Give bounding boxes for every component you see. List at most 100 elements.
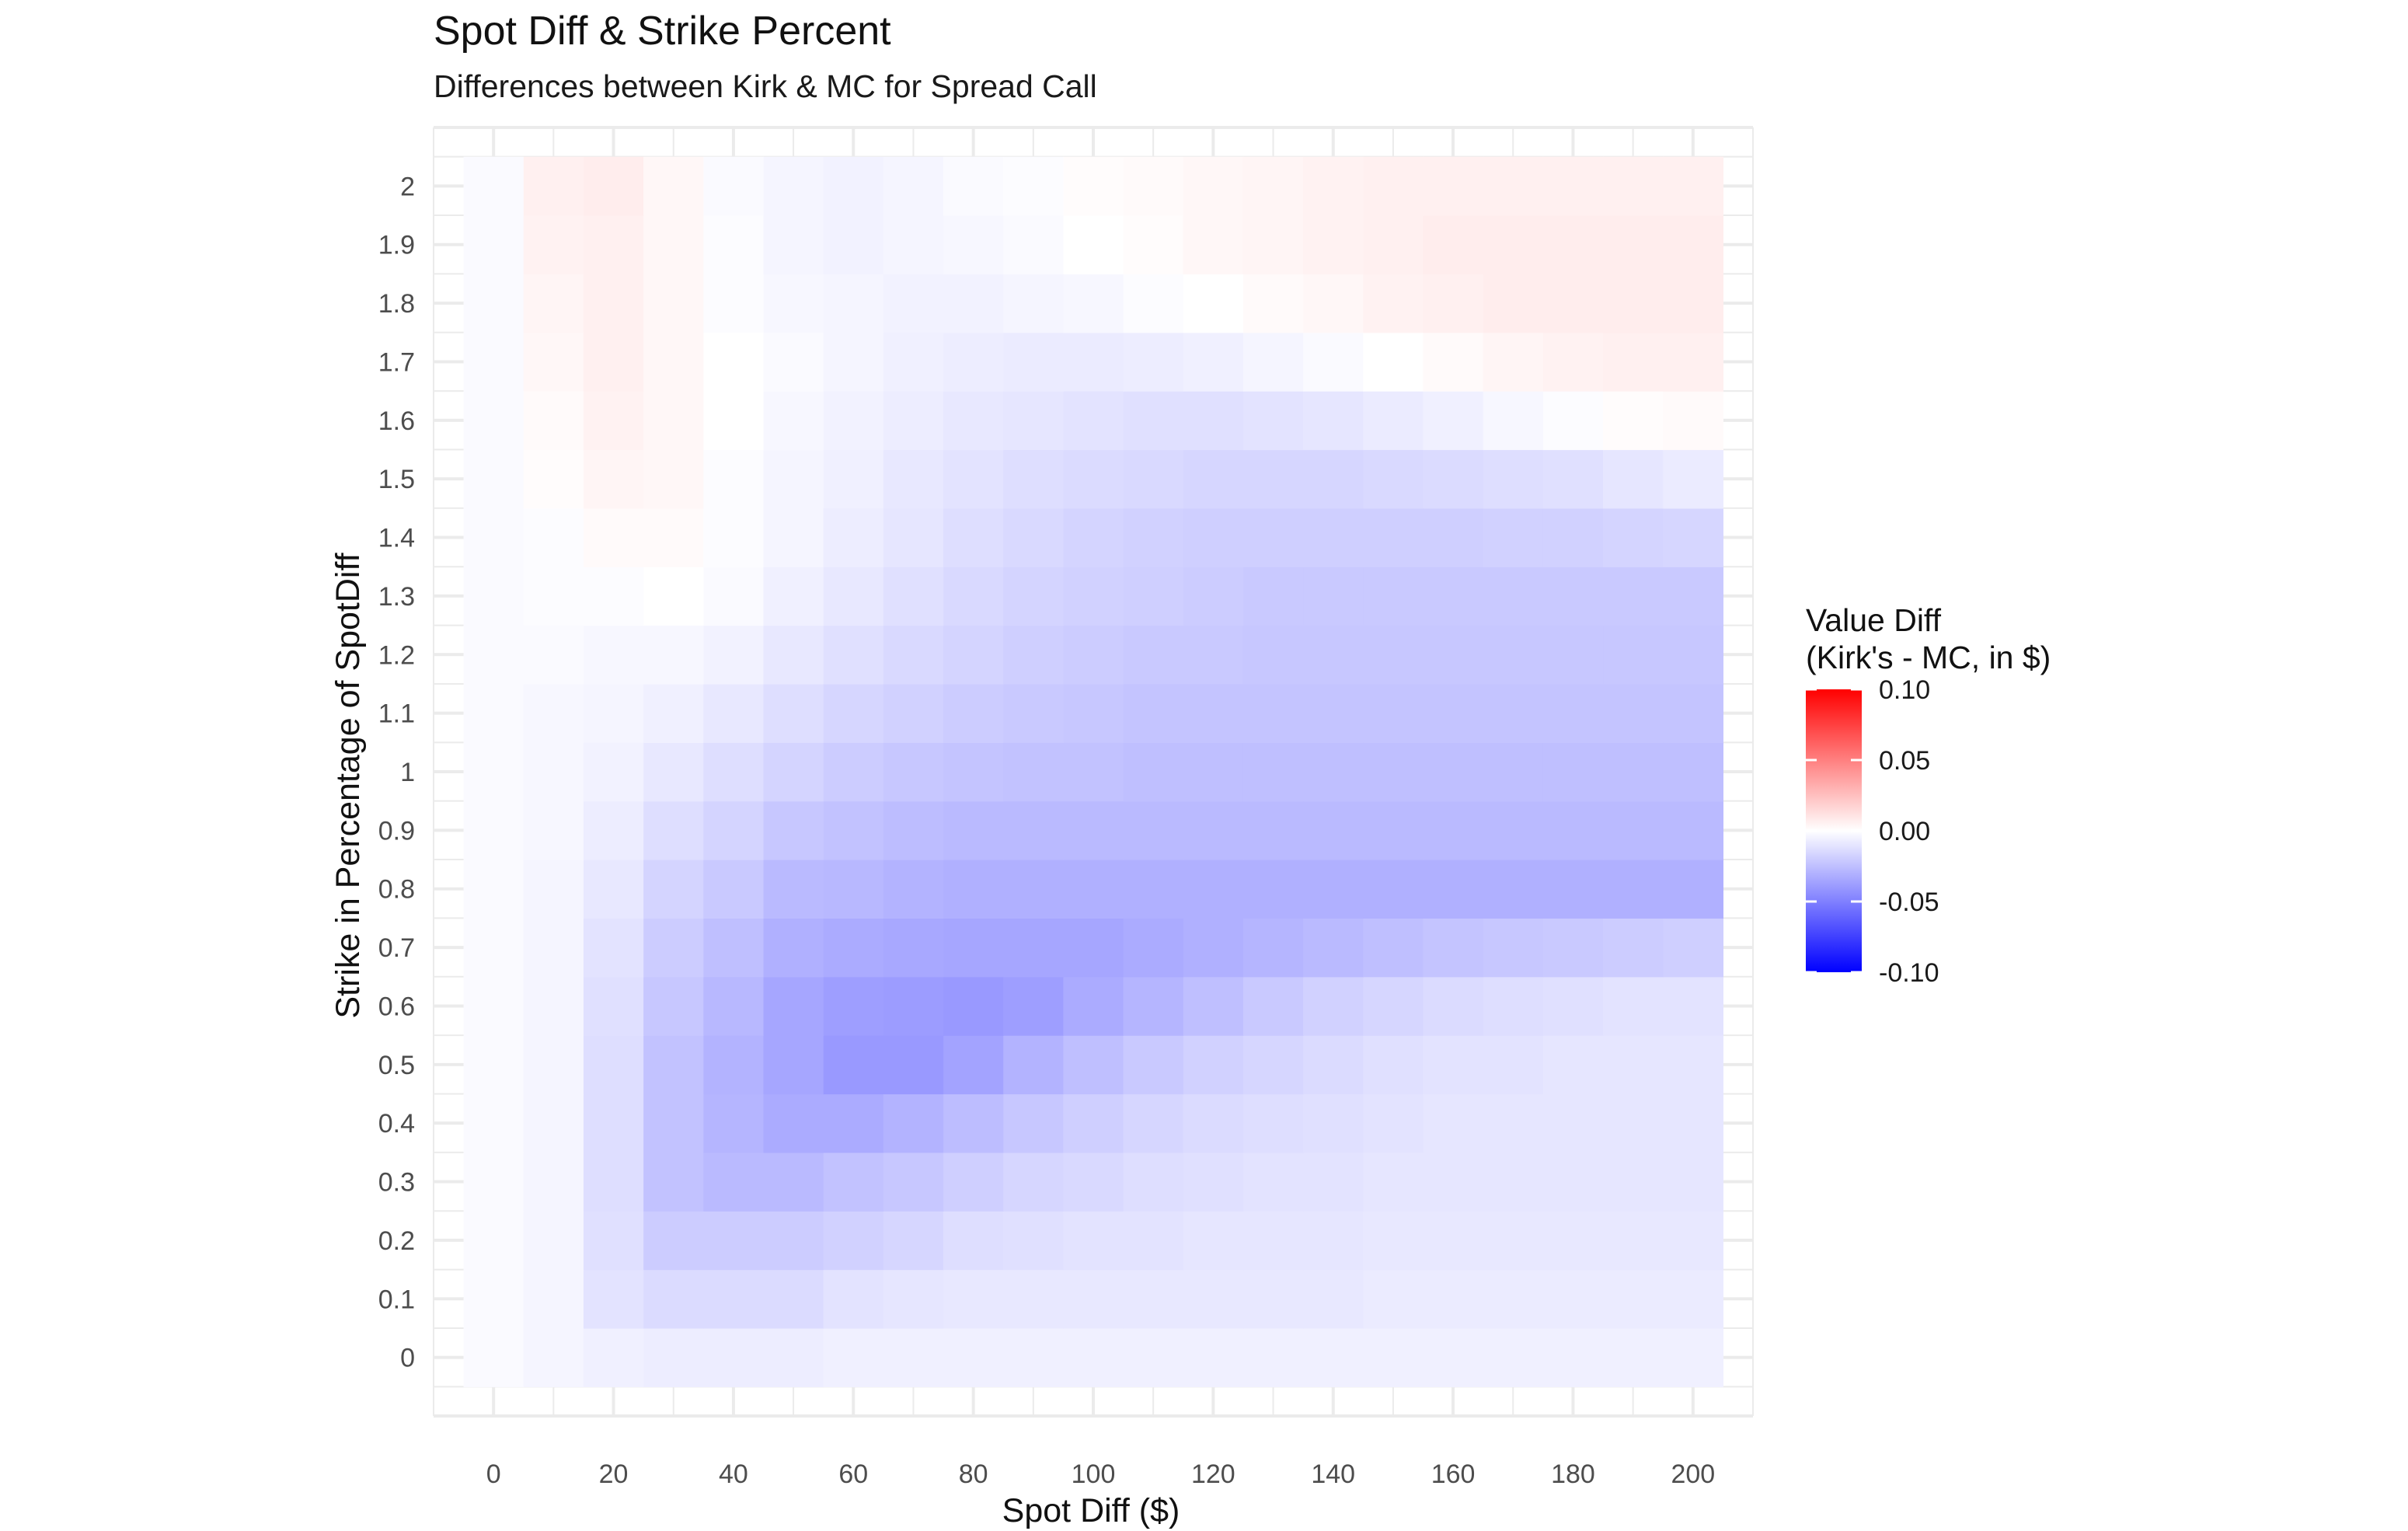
heatmap-cell [1063, 918, 1124, 978]
heatmap-cell [1483, 800, 1544, 860]
heatmap-cell [1123, 1152, 1184, 1212]
heatmap-cell [763, 1152, 824, 1212]
heatmap-cell [1483, 742, 1544, 802]
y-tick-label: 0.8 [378, 875, 415, 905]
heatmap-cell [643, 860, 704, 919]
heatmap-cell [1003, 683, 1065, 743]
heatmap-cell [523, 156, 584, 216]
heatmap-cell [943, 1327, 1004, 1387]
y-tick-label: 1.3 [378, 582, 415, 612]
heatmap-cell [1663, 800, 1724, 860]
heatmap-cell [703, 215, 765, 275]
heatmap-cell [1603, 860, 1664, 919]
heatmap-cell [703, 449, 765, 509]
heatmap-cell [1003, 918, 1065, 978]
heatmap-cell [463, 1152, 524, 1212]
heatmap-cell [1663, 449, 1724, 509]
heatmap-cell [1603, 449, 1664, 509]
heatmap-cell [523, 800, 584, 860]
heatmap-cell [1542, 391, 1604, 451]
heatmap-cell [703, 1269, 765, 1329]
heatmap-cell [1663, 215, 1724, 275]
heatmap-cell [1363, 391, 1424, 451]
heatmap-cell [823, 1093, 884, 1153]
heatmap-cell [823, 800, 884, 860]
heatmap-cell [523, 391, 584, 451]
heatmap-cell [1183, 742, 1244, 802]
heatmap-cell [1003, 1327, 1065, 1387]
heatmap-cell [1123, 1327, 1184, 1387]
y-tick-label: 0.1 [378, 1285, 415, 1314]
heatmap-cell [1483, 156, 1544, 216]
heatmap-cell [1242, 215, 1304, 275]
y-tick-label: 1.9 [378, 231, 415, 260]
heatmap-cell [1363, 1152, 1424, 1212]
legend-tick-label: -0.10 [1879, 958, 1939, 988]
chart-subtitle: Differences between Kirk & MC for Spread… [434, 68, 1097, 104]
heatmap-cell [1423, 860, 1484, 919]
heatmap-cell [1603, 1327, 1664, 1387]
heatmap-cell [1603, 567, 1664, 626]
heatmap-cell [463, 1327, 524, 1387]
heatmap-cell [523, 918, 584, 978]
heatmap-cell [763, 918, 824, 978]
heatmap-cell [583, 449, 644, 509]
heatmap-cell [1483, 391, 1544, 451]
y-tick-label: 0.3 [378, 1168, 415, 1198]
heatmap-cell [1242, 625, 1304, 685]
y-tick-label: 1.2 [378, 640, 415, 670]
heatmap-cell [1483, 625, 1544, 685]
heatmap-cell [943, 742, 1004, 802]
x-tick-label: 60 [838, 1460, 868, 1489]
heatmap-cell [1542, 156, 1604, 216]
heatmap-cell [703, 156, 765, 216]
heatmap-cell [583, 156, 644, 216]
heatmap-cell [1003, 215, 1065, 275]
heatmap-cell [463, 683, 524, 743]
heatmap-cell [1363, 567, 1424, 626]
heatmap-cell [1423, 1093, 1484, 1153]
heatmap-cell [463, 800, 524, 860]
heatmap-cell [1603, 274, 1664, 333]
heatmap-cell [823, 332, 884, 392]
heatmap-cell [643, 1035, 704, 1095]
heatmap-cell [463, 1093, 524, 1153]
heatmap-cell [1603, 156, 1664, 216]
heatmap-cell [1663, 507, 1724, 567]
heatmap-cell [1063, 800, 1124, 860]
heatmap-cell [1542, 1152, 1604, 1212]
heatmap-cell [883, 567, 944, 626]
heatmap-cell [703, 976, 765, 1036]
heatmap-cell [1303, 860, 1364, 919]
heatmap-cell [1363, 1269, 1424, 1329]
heatmap-cell [1542, 860, 1604, 919]
heatmap-cell [1063, 976, 1124, 1036]
heatmap-cell [1183, 1211, 1244, 1271]
heatmap-cell [1063, 507, 1124, 567]
heatmap-cell [1242, 1211, 1304, 1271]
heatmap-cell [1183, 1269, 1244, 1329]
heatmap-cell [1183, 1093, 1244, 1153]
heatmap-cell [1483, 449, 1544, 509]
heatmap-cell [763, 156, 824, 216]
y-tick-label: 1.5 [378, 465, 415, 494]
heatmap-cell [1423, 1327, 1484, 1387]
heatmap-cell [643, 800, 704, 860]
heatmap-cell [1363, 274, 1424, 333]
heatmap-cell [943, 918, 1004, 978]
heatmap-cell [1003, 1093, 1065, 1153]
heatmap-cell [1003, 1211, 1065, 1271]
y-tick-label: 1 [400, 758, 415, 787]
chart-title: Spot Diff & Strike Percent [434, 9, 891, 54]
heatmap-cell [1483, 1327, 1544, 1387]
heatmap-cell [1003, 742, 1065, 802]
heatmap-cell [643, 976, 704, 1036]
heatmap-cell [1303, 1269, 1364, 1329]
heatmap-cell [763, 1327, 824, 1387]
x-tick-label: 200 [1671, 1460, 1715, 1489]
heatmap-cell [703, 742, 765, 802]
heatmap-cell [1542, 800, 1604, 860]
heatmap-cell [1063, 156, 1124, 216]
heatmap-cell [1063, 625, 1124, 685]
heatmap-cell [823, 976, 884, 1036]
